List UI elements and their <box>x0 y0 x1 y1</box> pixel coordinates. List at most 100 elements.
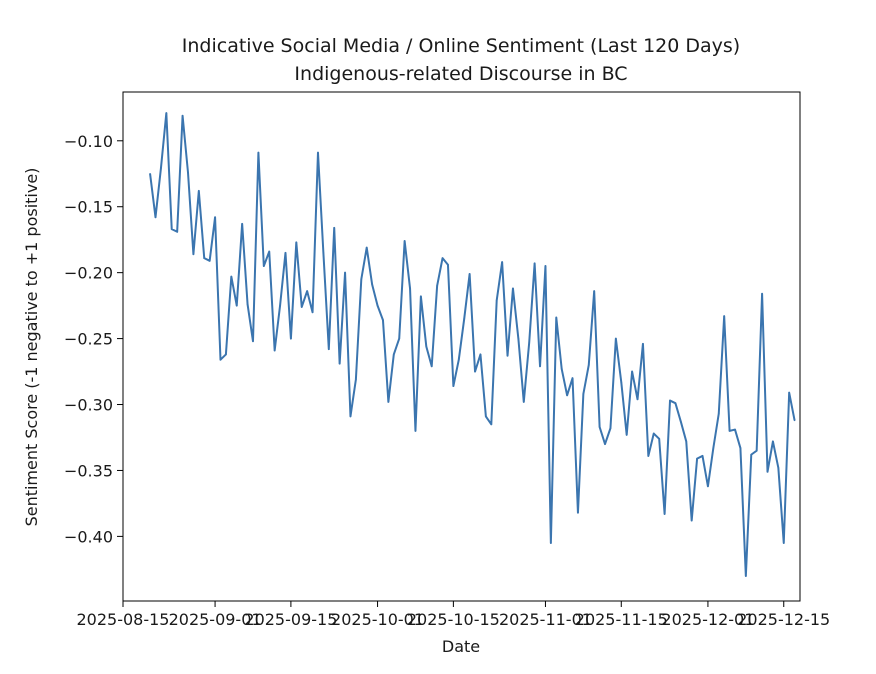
data-point <box>522 401 525 403</box>
data-point <box>490 423 493 426</box>
x-tick-label: 2025-12-15 <box>737 610 830 629</box>
data-point <box>598 426 601 428</box>
x-tick-label: 2025-11-15 <box>575 610 668 629</box>
x-tick-label: 2025-09-01 <box>169 610 262 629</box>
data-point <box>625 434 628 436</box>
data-point <box>550 542 552 544</box>
data-point <box>782 542 785 544</box>
data-point <box>349 415 352 418</box>
data-point <box>360 278 363 281</box>
data-point <box>669 399 671 402</box>
data-point <box>252 340 254 343</box>
data-point <box>788 391 790 394</box>
data-point <box>777 467 780 469</box>
data-point <box>723 315 725 317</box>
data-point <box>517 337 520 340</box>
data-point <box>430 365 433 368</box>
data-point <box>376 304 379 307</box>
data-point <box>636 398 639 401</box>
data-point <box>652 432 655 435</box>
data-point <box>631 370 633 373</box>
data-point <box>214 216 216 219</box>
data-point <box>485 415 487 418</box>
plot-frame <box>122 91 801 602</box>
data-point <box>203 257 206 259</box>
data-point <box>317 151 319 154</box>
data-point <box>306 290 308 292</box>
data-point <box>642 343 644 345</box>
data-point <box>425 345 428 348</box>
data-point <box>355 378 357 381</box>
data-point <box>772 440 774 443</box>
data-point <box>658 438 660 440</box>
data-point <box>322 252 325 254</box>
data-point <box>506 354 509 357</box>
y-axis-ticks: −0.10 −0.15 −0.20 −0.25 −0.30 −0.35 −0.40 <box>64 132 123 546</box>
data-point <box>674 402 677 405</box>
data-point <box>365 246 368 249</box>
data-point <box>680 420 682 423</box>
y-tick-label: −0.15 <box>64 198 113 217</box>
data-point <box>290 337 292 340</box>
data-point <box>344 271 346 274</box>
data-point <box>393 353 395 356</box>
data-point <box>300 306 303 308</box>
data-point <box>235 304 238 307</box>
data-point <box>745 575 747 577</box>
data-point <box>187 171 189 174</box>
data-point <box>447 263 449 266</box>
data-point <box>181 114 184 117</box>
data-point <box>544 265 547 267</box>
data-point <box>154 216 157 219</box>
x-tick-label: 2025-09-15 <box>244 610 337 629</box>
data-point <box>295 241 298 244</box>
y-tick-label: −0.20 <box>64 264 113 283</box>
data-point <box>273 349 276 352</box>
y-tick-label: −0.30 <box>64 396 113 415</box>
data-point <box>257 151 260 154</box>
data-point <box>241 223 243 225</box>
data-point <box>246 303 249 306</box>
data-point <box>219 358 222 361</box>
data-point <box>663 513 666 515</box>
data-point <box>766 470 769 473</box>
data-point <box>208 259 211 262</box>
data-point <box>225 353 227 356</box>
data-point <box>409 287 411 290</box>
y-tick-label: −0.35 <box>64 461 113 480</box>
data-point <box>468 273 471 275</box>
data-point <box>311 311 314 314</box>
data-point <box>338 362 341 365</box>
data-point <box>560 368 563 370</box>
x-tick-label: 2025-08-15 <box>77 610 170 629</box>
data-point <box>441 257 444 259</box>
data-point <box>761 292 763 295</box>
data-point <box>582 393 585 395</box>
data-point <box>717 412 720 415</box>
data-point <box>268 250 271 253</box>
data-point <box>587 364 590 366</box>
data-point <box>170 228 173 230</box>
data-point <box>750 453 753 456</box>
y-tick-label: −0.10 <box>64 132 113 151</box>
data-point <box>712 447 715 449</box>
data-point <box>707 485 709 488</box>
sentiment-series-line <box>149 112 796 577</box>
data-point <box>528 341 530 344</box>
data-point <box>533 262 536 265</box>
y-tick-label: −0.40 <box>64 527 113 546</box>
data-point <box>414 430 417 432</box>
data-point <box>512 287 514 290</box>
y-axis-label: Sentiment Score (-1 negative to +1 posit… <box>22 168 41 527</box>
data-point <box>690 519 693 522</box>
data-point <box>755 449 758 452</box>
data-point <box>398 337 401 340</box>
data-point <box>230 275 233 278</box>
data-point <box>198 190 200 192</box>
x-tick-label: 2025-10-15 <box>407 610 500 629</box>
x-axis-ticks: 2025-08-15 2025-09-012025-09-152025-10-01… <box>77 601 830 629</box>
data-point <box>463 318 466 320</box>
data-point <box>436 285 438 287</box>
x-axis-label: Date <box>442 637 480 656</box>
